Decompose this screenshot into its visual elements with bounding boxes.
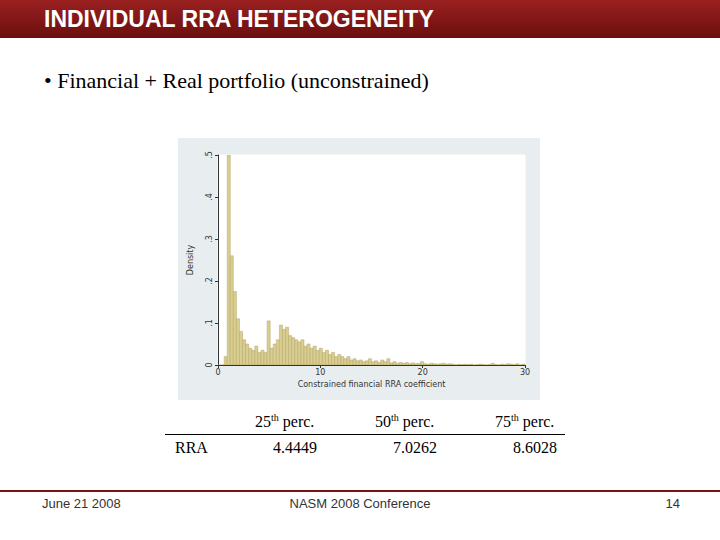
svg-text:30: 30 bbox=[520, 368, 530, 377]
svg-text:.1: .1 bbox=[205, 319, 214, 327]
svg-text:.5: .5 bbox=[205, 151, 214, 159]
html-text:50thperc.: 50thperc. bbox=[375, 412, 435, 431]
html-text:8.6028: 8.6028 bbox=[513, 439, 557, 456]
html-text:June 21 2008: June 21 2008 bbox=[42, 496, 121, 511]
svg-text:.4: .4 bbox=[205, 193, 214, 201]
html-text:RRA: RRA bbox=[175, 439, 208, 456]
html-text:25thperc.: 25thperc. bbox=[255, 412, 315, 431]
html-text:14: 14 bbox=[665, 496, 680, 511]
svg-text:Density: Density bbox=[186, 245, 195, 276]
html-text:NASM 2008 Conference: NASM 2008 Conference bbox=[289, 496, 431, 511]
html-text:7.0262: 7.0262 bbox=[393, 439, 437, 456]
svg-text:.2: .2 bbox=[205, 277, 214, 285]
svg-text:10: 10 bbox=[315, 368, 325, 377]
html-text:INDIVIDUAL RRA HETEROGENEITY: INDIVIDUAL RRA HETEROGENEITY bbox=[44, 6, 434, 32]
svg-text:Constrained financial RRA coef: Constrained financial RRA coefficient bbox=[298, 380, 446, 389]
svg-text:.3: .3 bbox=[205, 235, 214, 243]
html-text:4.4449: 4.4449 bbox=[273, 439, 317, 456]
html-text:75thperc.: 75thperc. bbox=[495, 412, 555, 431]
svg-text:0: 0 bbox=[215, 368, 220, 377]
svg-text:20: 20 bbox=[418, 368, 428, 377]
html-text:• Financial + Real portfolio (: • Financial + Real portfolio (unconstrai… bbox=[44, 68, 429, 93]
svg-text:0: 0 bbox=[205, 362, 214, 367]
